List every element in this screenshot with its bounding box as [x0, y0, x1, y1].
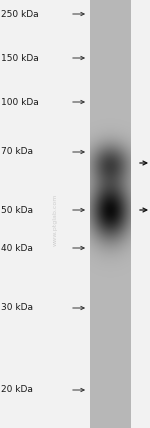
- Text: 100 kDa: 100 kDa: [1, 98, 39, 107]
- Text: 50 kDa: 50 kDa: [1, 205, 33, 214]
- Text: 40 kDa: 40 kDa: [1, 244, 33, 253]
- Text: 70 kDa: 70 kDa: [1, 148, 33, 157]
- Text: 20 kDa: 20 kDa: [1, 386, 33, 395]
- Text: 150 kDa: 150 kDa: [1, 54, 39, 62]
- Bar: [90, 0, 130, 428]
- Text: www.ptglab.com: www.ptglab.com: [52, 194, 57, 246]
- Text: 250 kDa: 250 kDa: [1, 9, 39, 18]
- Text: 30 kDa: 30 kDa: [1, 303, 33, 312]
